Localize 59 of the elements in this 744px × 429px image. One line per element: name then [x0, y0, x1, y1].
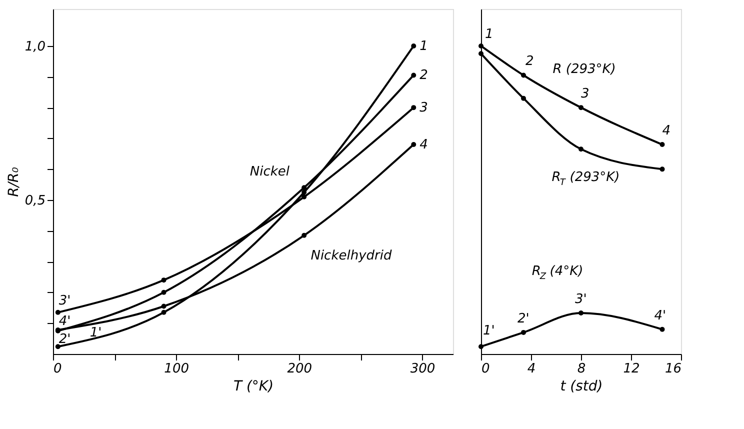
point [478, 51, 484, 56]
y-axis-title: R/R₀ [6, 166, 22, 197]
annotation: 3' [58, 293, 71, 308]
x-tick-label: 16 [664, 362, 682, 376]
point [521, 330, 526, 335]
annotation: 2 [420, 68, 428, 84]
point [161, 310, 166, 315]
point [521, 72, 526, 78]
annotation: 4' [654, 308, 666, 324]
point [660, 166, 665, 172]
annotation: R (293°K) [552, 62, 616, 78]
point [660, 142, 665, 148]
annotation: 1 [420, 38, 428, 54]
x-tick-label: 100 [164, 362, 189, 376]
annotation: 2' [517, 311, 530, 326]
point [55, 310, 60, 315]
point [161, 278, 166, 283]
annotation: 1 [484, 26, 494, 42]
x-tick-label: 200 [287, 362, 312, 376]
annotation: 1' [90, 326, 102, 341]
annotation: 3 [580, 86, 590, 102]
x-axis-title: T (°K) [233, 378, 274, 394]
point [478, 43, 484, 48]
x-tick-label: 0 [54, 362, 62, 376]
point [161, 304, 166, 309]
annotation: 1' [482, 324, 495, 339]
y-tick-label: 0,5 [24, 193, 46, 208]
point [302, 232, 307, 238]
point [578, 146, 584, 152]
point [161, 290, 166, 295]
annotation: 4 [662, 124, 670, 139]
point [302, 190, 307, 195]
x-tick-label: 4 [527, 362, 536, 376]
point [578, 310, 584, 316]
point [302, 194, 307, 200]
annotation: 4 [420, 138, 428, 153]
x-axis-title: t (std) [560, 378, 603, 394]
annotation: Nickelhydrid [310, 248, 392, 264]
point [578, 105, 584, 110]
x-tick-label: 300 [410, 362, 436, 376]
point [411, 43, 416, 48]
point [478, 344, 484, 350]
annotation: 2 [525, 54, 534, 70]
annotation: Nickel [250, 164, 290, 180]
point [521, 96, 526, 101]
point [660, 326, 665, 332]
annotation: 4' [58, 314, 71, 329]
annotation: 3 [420, 100, 428, 116]
x-tick-label: 12 [623, 362, 640, 376]
x-tick-label: 8 [577, 362, 586, 376]
point [411, 142, 416, 148]
annotation: 2' [58, 332, 71, 347]
point [411, 72, 416, 78]
point [411, 105, 416, 110]
annotation: 3' [574, 292, 587, 308]
point [302, 185, 307, 190]
point [55, 344, 60, 350]
x-tick-label: 0 [482, 362, 490, 376]
y-tick-label: 1,0 [24, 39, 46, 54]
